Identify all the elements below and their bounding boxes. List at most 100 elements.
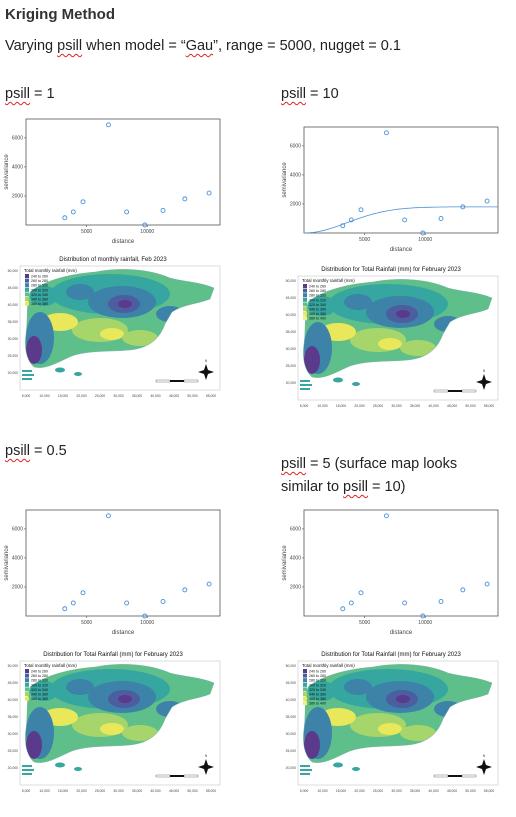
scale-bar-segment — [170, 775, 184, 777]
legend-item: 340 to 360 — [309, 308, 326, 312]
legend-item: 300 to 320 — [31, 288, 48, 292]
map-x-tick: 40,000 — [150, 789, 160, 793]
offshore-island — [55, 762, 65, 768]
x-tick-label: 10000 — [140, 229, 154, 235]
plot-frame — [303, 126, 499, 234]
legend-swatch — [303, 311, 307, 316]
surface-contour — [344, 294, 372, 310]
legend-item: 300 to 320 — [309, 683, 326, 687]
legend-item: 260 to 280 — [31, 279, 48, 283]
legend-item: 260 to 280 — [309, 289, 326, 293]
map-y-tick: 20,000 — [8, 766, 18, 770]
rainfall-surface — [303, 279, 492, 378]
scale-bar-segment — [183, 774, 199, 778]
subtitle-gau: Gau — [185, 38, 214, 54]
legend-swatch — [303, 307, 307, 311]
north-label: N — [483, 369, 486, 373]
y-tick-label: 4000 — [12, 164, 23, 170]
panel-label-line2-psill: psill — [343, 479, 369, 495]
surface-contour — [378, 338, 402, 350]
subtitle-prefix: Varying — [5, 38, 58, 54]
offshore-island — [333, 377, 343, 383]
offshore-island — [22, 773, 32, 775]
x-axis-label: distance — [112, 239, 135, 245]
offshore-island — [22, 765, 32, 767]
panel-psill-word: psill — [5, 86, 30, 102]
semivariance-point — [62, 215, 68, 221]
y-tick-label: 2000 — [290, 201, 301, 207]
map-x-tick: 15,000 — [336, 404, 346, 408]
x-axis-label: distance — [112, 630, 135, 636]
subtitle-suffix: ”, range = 5000, nugget = 0.1 — [213, 38, 401, 54]
semivariance-point — [206, 190, 212, 196]
legend-swatch — [25, 292, 29, 297]
legend-swatch — [303, 288, 307, 293]
semivariance-point — [438, 216, 444, 221]
offshore-island — [333, 762, 343, 768]
map-x-tick: 40,000 — [428, 404, 438, 408]
legend-item: 340 to 360 — [31, 693, 48, 697]
map-x-tick: 25,000 — [95, 394, 105, 398]
map-x-tick: 35,000 — [132, 789, 142, 793]
map-y-tick: 45,000 — [8, 286, 18, 290]
surface-contour — [396, 310, 410, 318]
map-y-tick: 30,000 — [286, 347, 296, 351]
offshore-island — [22, 378, 32, 380]
panel-label-rest: = 5 (surface map looks — [305, 456, 458, 472]
legend-title: Total monthly rainfall (mm) — [24, 268, 77, 273]
legend-swatch — [303, 302, 307, 307]
map-y-tick: 20,000 — [8, 371, 18, 375]
legend-swatch — [25, 287, 29, 292]
north-label: N — [205, 754, 208, 758]
map-x-tick: 45,000 — [447, 789, 457, 793]
legend-item: 320 to 340 — [31, 293, 48, 297]
x-axis-label: distance — [390, 247, 413, 253]
map-y-tick: 40,000 — [286, 313, 296, 317]
offshore-island — [300, 384, 312, 386]
legend-item: 260 to 280 — [31, 674, 48, 678]
semivariance-point — [358, 207, 364, 213]
legend-swatch — [303, 696, 307, 701]
semivariance-point — [484, 198, 490, 204]
legend-item: 360 to 380 — [309, 697, 326, 701]
map-y-tick: 50,000 — [286, 664, 296, 668]
map-title: Distribution for Total Rainfall (mm) for… — [321, 267, 461, 273]
legend-swatch — [303, 687, 307, 692]
offshore-island — [55, 367, 65, 373]
offshore-island — [300, 388, 310, 390]
semivariance-point — [70, 600, 76, 606]
plot-frame — [25, 509, 221, 617]
map-y-tick: 20,000 — [286, 766, 296, 770]
offshore-island — [74, 372, 82, 376]
x-tick-label: 5000 — [359, 620, 370, 626]
surface-contour — [66, 284, 94, 300]
panel-label-4: psill = 5 (surface map looks similar to … — [281, 453, 457, 499]
map-x-tick: 25,000 — [373, 789, 383, 793]
semivariance-point — [206, 581, 212, 587]
variogram-plot-psill-1: 5000 10000 2000 4000 6000 distance semivarianc… — [0, 115, 226, 247]
legend-swatch — [303, 701, 307, 706]
legend-item: 280 to 300 — [31, 679, 48, 683]
x-tick-label: 10000 — [418, 237, 432, 243]
subtitle-mid: when model = “ — [82, 38, 186, 54]
map-y-tick: 35,000 — [286, 330, 296, 334]
coastline — [303, 279, 493, 378]
offshore-island — [300, 765, 310, 767]
plot-frame — [303, 509, 499, 617]
map-x-tick: 45,000 — [169, 394, 179, 398]
map-x-tick: 20,000 — [76, 394, 86, 398]
coastline — [25, 664, 215, 763]
panel-label-2: psill = 10 — [281, 86, 339, 102]
map-x-tick: 15,000 — [58, 394, 68, 398]
map-y-tick: 25,000 — [286, 749, 296, 753]
map-x-tick: 40,000 — [150, 394, 160, 398]
map-y-tick: 30,000 — [8, 337, 18, 341]
map-x-tick: 45,000 — [447, 404, 457, 408]
semivariance-point — [160, 599, 166, 604]
variogram-plot-psill-10: 5000 10000 2000 4000 6000 distance semivarianc… — [278, 123, 504, 255]
semivariance-point — [105, 122, 111, 128]
surface-contour — [378, 723, 402, 735]
surface-contour — [30, 681, 58, 701]
rainfall-map-psill-1: Distribution of monthly rainfall, Feb 20… — [8, 257, 221, 398]
legend-item: 260 to 280 — [309, 674, 326, 678]
